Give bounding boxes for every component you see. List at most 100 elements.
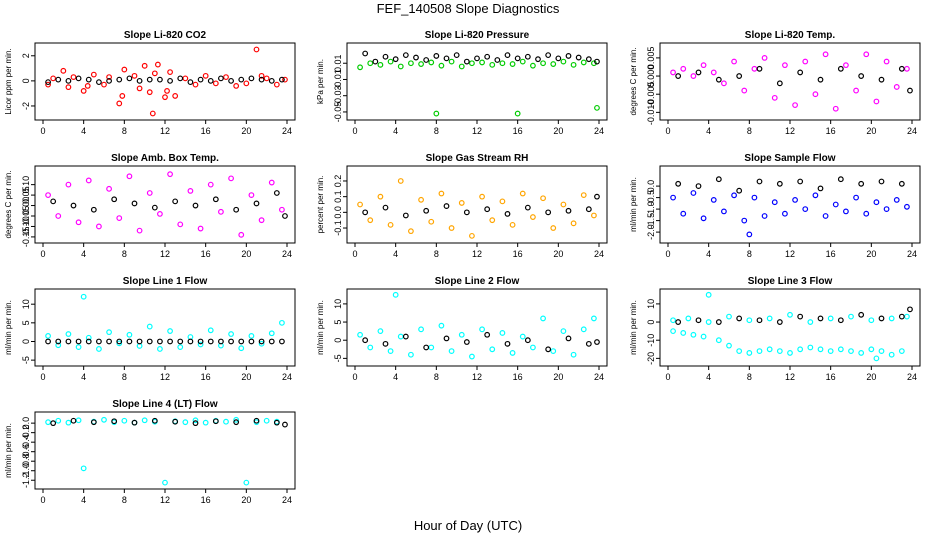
data-point [898, 348, 905, 355]
data-point [509, 61, 516, 67]
x-tick-label: 8 [434, 126, 439, 136]
data-point [233, 419, 240, 426]
x-tick-label: 8 [122, 249, 127, 259]
data-point [402, 212, 409, 219]
data-point [776, 319, 783, 325]
plot-frame [346, 165, 608, 244]
data-point [756, 348, 763, 355]
panel-4: Slope Amb. Box Temp. 0 4 8 12 16 20 24 -0.15-0.1… [4, 153, 296, 259]
data-point [670, 328, 676, 335]
data-point [126, 173, 133, 180]
data-point [392, 291, 399, 298]
x-tick-label: 20 [866, 126, 876, 136]
data-point [848, 348, 854, 355]
data-point [146, 323, 153, 330]
data-point [670, 69, 676, 76]
data-point [154, 61, 161, 68]
data-point [858, 180, 865, 187]
data-point [238, 231, 245, 238]
data-point [238, 76, 245, 83]
data-point [695, 69, 702, 76]
data-point [585, 56, 592, 63]
data-point [594, 58, 600, 65]
data-point [873, 355, 880, 362]
data-point [60, 67, 67, 74]
x-tick-label: 20 [241, 249, 251, 259]
data-point [448, 225, 455, 231]
data-point [575, 54, 582, 61]
x-tick-label: 20 [866, 249, 876, 259]
data-point [268, 330, 275, 337]
data-point [136, 227, 143, 234]
data-point [131, 419, 138, 426]
data-point [182, 75, 189, 82]
data-point [680, 210, 687, 217]
data-point [580, 326, 587, 333]
data-point [591, 212, 597, 219]
data-point [878, 315, 885, 322]
y-tick-label: 0.0 [333, 206, 343, 219]
data-point [705, 319, 712, 325]
data-point [898, 65, 905, 72]
data-point [80, 88, 87, 94]
y-tick-label: 0.05 [21, 186, 31, 204]
data-point [807, 344, 814, 351]
data-point [817, 315, 824, 322]
panel-5: Slope Gas Stream RH 0 4 8 12 16 20 24 -0.10.0 0.1… [316, 153, 608, 259]
x-tick-label: 16 [826, 372, 836, 382]
data-point [45, 332, 51, 339]
data-point [670, 317, 676, 324]
data-point [126, 338, 133, 345]
data-point [484, 331, 491, 338]
data-point [690, 331, 697, 338]
data-point [116, 338, 123, 345]
data-point [75, 344, 82, 350]
data-point [771, 94, 778, 101]
data-point [218, 208, 224, 215]
data-point [756, 178, 763, 185]
data-point [766, 346, 773, 353]
data-point [675, 73, 682, 79]
data-point [751, 194, 758, 201]
data-point [268, 77, 275, 84]
data-point [868, 346, 875, 353]
data-point [695, 183, 702, 190]
data-point [273, 190, 280, 196]
data-point [187, 79, 194, 86]
data-point [65, 77, 72, 84]
y-tick-label: -5 [333, 354, 343, 362]
data-point [397, 63, 404, 70]
data-point [787, 311, 793, 318]
data-point [218, 338, 224, 345]
data-point [710, 196, 717, 203]
panel-title: Slope Line 4 (LT) Flow [112, 399, 218, 410]
data-point [248, 338, 255, 345]
data-point [157, 346, 163, 352]
data-point [550, 61, 557, 67]
data-point [680, 65, 687, 72]
data-point [494, 57, 501, 63]
data-point [101, 81, 107, 88]
data-point [858, 311, 865, 318]
data-point [787, 350, 793, 356]
data-point [832, 105, 839, 112]
x-tick-label: 4 [706, 126, 711, 136]
data-point [151, 417, 158, 424]
data-point [530, 62, 536, 69]
data-point [253, 200, 260, 207]
y-tick-label: -0.5 [646, 190, 656, 206]
data-point [45, 338, 51, 345]
data-point [367, 60, 374, 67]
data-point [70, 202, 77, 209]
y-tick-label: -1.0 [21, 463, 31, 479]
data-point [172, 198, 179, 205]
data-point [893, 196, 900, 203]
x-tick-label: 8 [747, 249, 752, 259]
data-point [715, 319, 722, 325]
data-point [96, 346, 102, 352]
x-tick-label: 24 [282, 372, 292, 382]
data-point [387, 58, 394, 65]
x-tick-label: 20 [241, 372, 251, 382]
data-point [55, 76, 62, 83]
x-tick-label: 0 [352, 249, 357, 259]
